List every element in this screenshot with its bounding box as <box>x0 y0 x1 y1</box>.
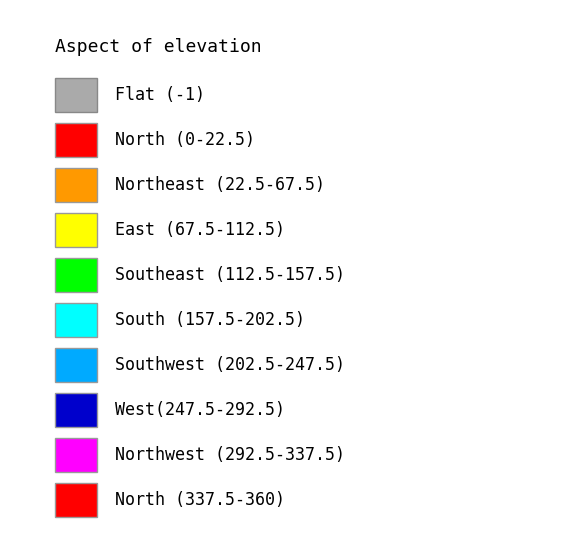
Text: Southeast (112.5-157.5): Southeast (112.5-157.5) <box>115 266 345 284</box>
Bar <box>55 78 97 112</box>
Text: South (157.5-202.5): South (157.5-202.5) <box>115 311 305 329</box>
Text: Southwest (202.5-247.5): Southwest (202.5-247.5) <box>115 356 345 374</box>
Text: North (0-22.5): North (0-22.5) <box>115 131 255 149</box>
Bar <box>55 483 97 517</box>
Bar <box>55 438 97 472</box>
Bar <box>55 168 97 202</box>
Text: Northeast (22.5-67.5): Northeast (22.5-67.5) <box>115 176 325 194</box>
Text: Northwest (292.5-337.5): Northwest (292.5-337.5) <box>115 446 345 464</box>
Bar <box>55 213 97 247</box>
Text: Flat (-1): Flat (-1) <box>115 86 205 104</box>
Text: East (67.5-112.5): East (67.5-112.5) <box>115 221 285 239</box>
Text: West(247.5-292.5): West(247.5-292.5) <box>115 401 285 419</box>
Bar <box>55 348 97 382</box>
Text: North (337.5-360): North (337.5-360) <box>115 491 285 509</box>
Bar <box>55 303 97 337</box>
Bar <box>55 393 97 427</box>
Text: Aspect of elevation: Aspect of elevation <box>55 38 262 56</box>
Bar <box>55 123 97 157</box>
Bar <box>55 258 97 292</box>
